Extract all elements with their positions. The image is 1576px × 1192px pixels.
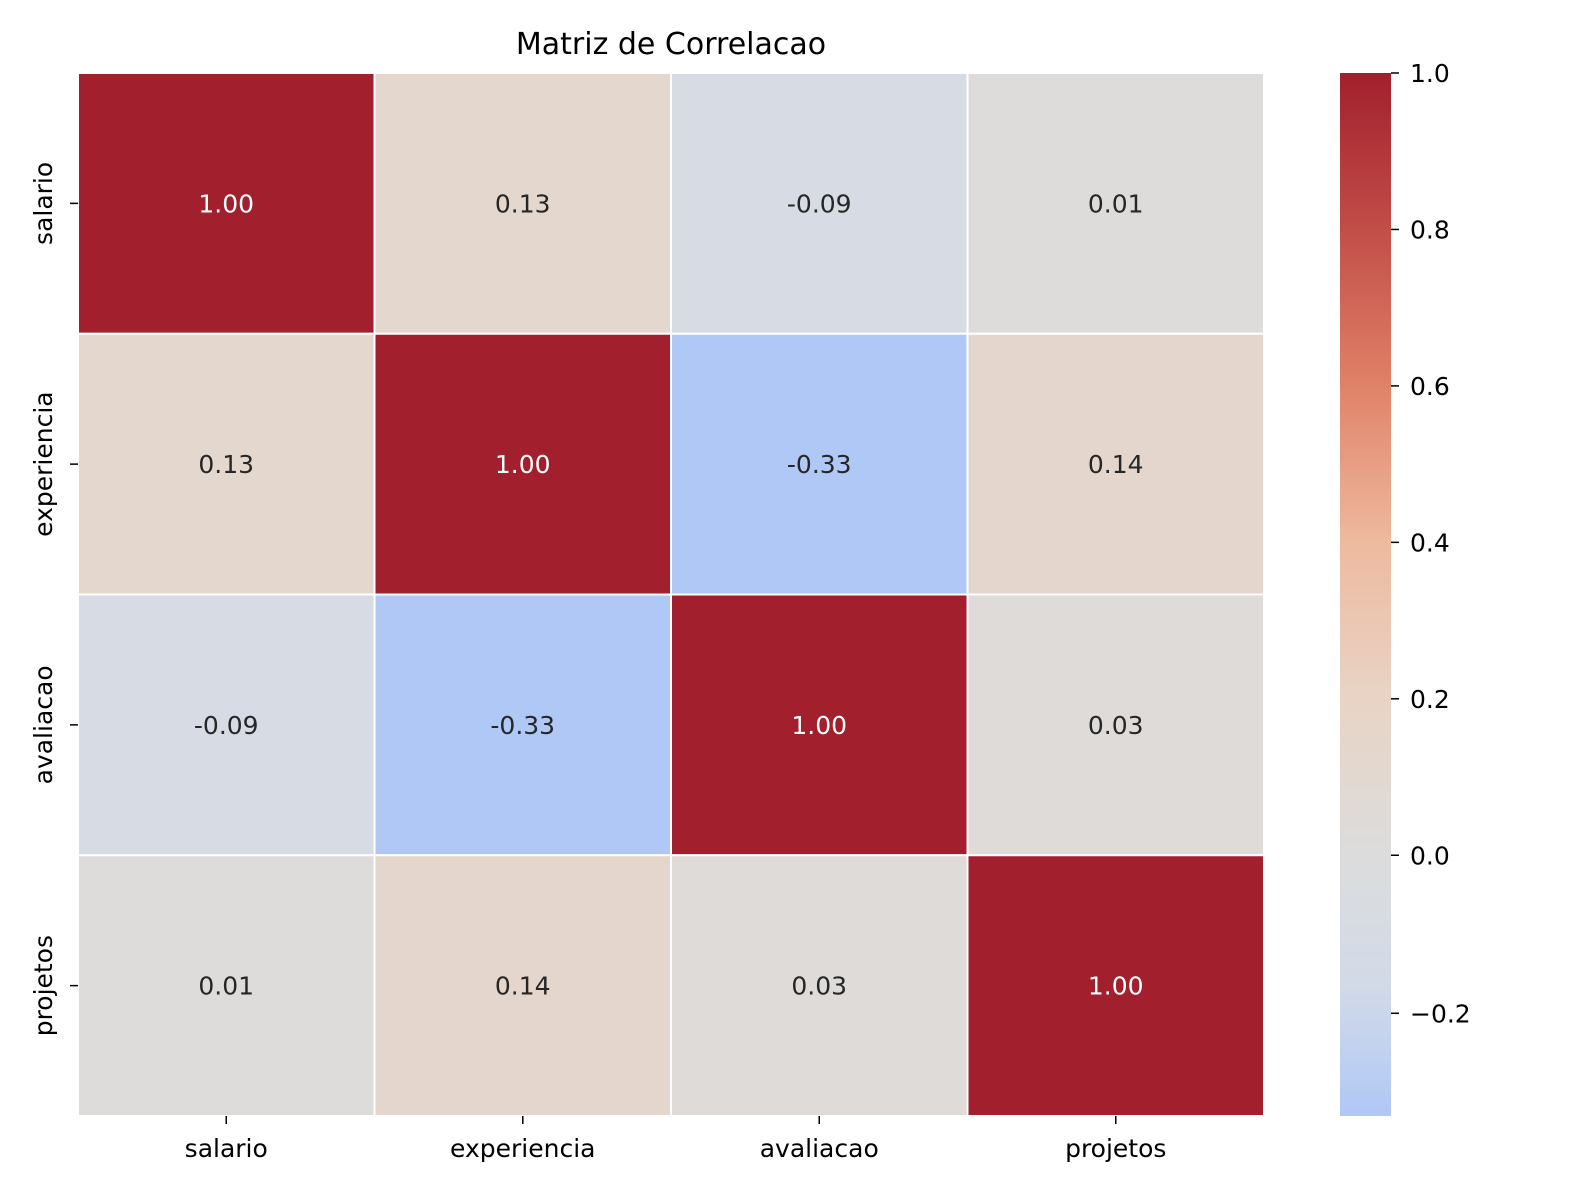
cell-value-label: -0.33 — [490, 711, 555, 740]
colorbar-tick-label: 0.8 — [1410, 215, 1450, 244]
y-tick-label: avaliacao — [29, 665, 58, 784]
x-tick-label: avaliacao — [760, 1134, 879, 1163]
heatmap-cell — [966, 593, 1265, 857]
colorbar-tick-label: 0.2 — [1410, 685, 1450, 714]
y-tick-label: salario — [29, 162, 58, 245]
colorbar-tick-label: 0.0 — [1410, 841, 1450, 870]
cell-value-label: 0.01 — [198, 972, 254, 1001]
cell-value-label: 0.01 — [1088, 189, 1144, 218]
heatmap-cell — [966, 332, 1265, 596]
heatmap-cell — [966, 72, 1265, 335]
heatmap-cell — [373, 72, 672, 335]
cell-value-label: 1.00 — [198, 189, 254, 218]
heatmap-cell — [373, 332, 672, 596]
heatmap-cell — [670, 854, 969, 1117]
heatmap-cell — [77, 72, 376, 335]
cell-value-label: 1.00 — [495, 450, 551, 479]
heatmap-cell — [966, 854, 1265, 1117]
x-axis: salario experiencia avaliacao projetos — [185, 1116, 1166, 1163]
x-tick-label: salario — [185, 1134, 268, 1163]
heatmap-cell — [77, 332, 376, 596]
cell-value-label: 0.13 — [495, 189, 551, 218]
cell-value-label: 0.03 — [791, 972, 847, 1001]
cell-value-label: 0.14 — [1088, 450, 1144, 479]
cell-value-label: 1.00 — [1088, 972, 1144, 1001]
colorbar-tick-label: 1.0 — [1410, 59, 1450, 88]
colorbar-tick-label: 0.6 — [1410, 372, 1450, 401]
y-axis: salario experiencia avaliacao projetos — [29, 162, 78, 1036]
y-tick-label: projetos — [29, 935, 58, 1036]
colorbar-tick-label: −0.2 — [1410, 999, 1471, 1028]
colorbar-gradient — [1340, 73, 1391, 1116]
cell-value-label: -0.09 — [787, 189, 852, 218]
heatmap-cells: 1.00 0.13 -0.09 0.01 0.13 1.00 -0.33 0.14 -0.09 -… — [77, 72, 1265, 1117]
x-tick-label: experiencia — [450, 1134, 595, 1163]
colorbar-ticks: 1.0 0.8 0.6 0.4 0.2 0.0 −0.2 — [1391, 59, 1471, 1028]
heatmap-cell — [77, 854, 376, 1117]
colorbar: 1.0 0.8 0.6 0.4 0.2 0.0 −0.2 — [1340, 59, 1471, 1116]
heatmap-cell — [373, 854, 672, 1117]
cell-value-label: 1.00 — [791, 711, 847, 740]
cell-value-label: 0.14 — [495, 972, 551, 1001]
x-tick-label: projetos — [1065, 1134, 1166, 1163]
heatmap-cell — [670, 72, 969, 335]
heatmap-cell — [373, 593, 672, 857]
cell-value-label: -0.09 — [194, 711, 259, 740]
y-tick-label: experiencia — [29, 391, 58, 536]
chart-title: Matriz de Correlacao — [516, 27, 826, 62]
cell-value-label: 0.03 — [1088, 711, 1144, 740]
colorbar-tick-label: 0.4 — [1410, 528, 1450, 557]
cell-value-label: -0.33 — [787, 450, 852, 479]
cell-value-label: 0.13 — [198, 450, 254, 479]
